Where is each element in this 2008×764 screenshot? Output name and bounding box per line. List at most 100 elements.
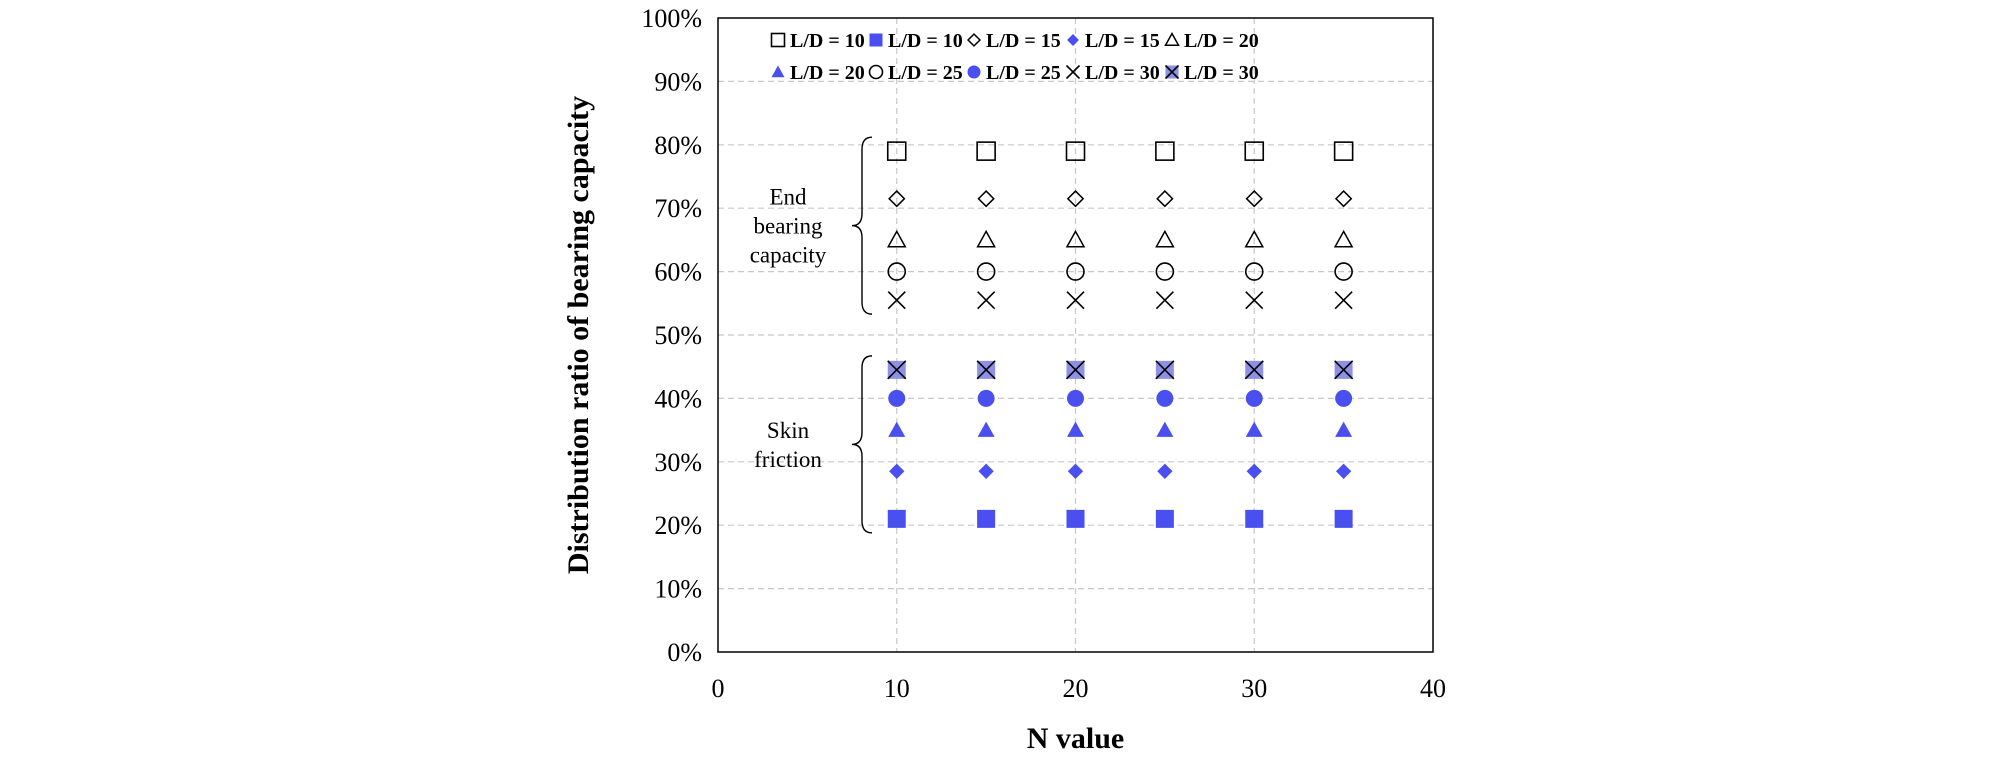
triangle-open-marker xyxy=(886,229,907,248)
circle-open-marker xyxy=(868,64,884,80)
diamond-open-marker xyxy=(966,32,982,48)
legend-label: L/D = 20 xyxy=(790,62,865,84)
x-marker xyxy=(887,291,906,310)
series-square-filled xyxy=(887,509,1353,528)
y-tick-label: 90% xyxy=(654,67,702,96)
x-stroke xyxy=(1244,360,1264,380)
x-stroke xyxy=(887,291,906,310)
triangle-filled-marker xyxy=(1067,421,1084,437)
square-filled-marker xyxy=(977,509,996,528)
diamond-open-marker xyxy=(1245,189,1263,208)
x-marker xyxy=(1245,291,1264,310)
annotation-label: capacity xyxy=(750,243,827,268)
legend-label: L/D = 30 xyxy=(1085,62,1160,84)
annotation-label: friction xyxy=(754,447,822,472)
diamond-filled-marker xyxy=(889,463,905,479)
square-open-marker xyxy=(770,32,786,48)
legend-item: L/D = 10 xyxy=(770,30,865,52)
series-triangle-filled xyxy=(888,421,1353,437)
y-tick-label: 10% xyxy=(654,575,702,604)
diamond-open-marker xyxy=(1156,189,1174,208)
diamond-open-marker xyxy=(977,189,995,208)
square-open-marker xyxy=(1333,141,1354,161)
triangle-filled-marker xyxy=(771,65,785,78)
circle-filled-marker xyxy=(888,389,906,407)
x-stroke xyxy=(1065,360,1086,380)
y-tick-label: 70% xyxy=(654,194,702,223)
diamond-filled-marker xyxy=(1335,463,1352,479)
x-marker xyxy=(1066,291,1085,310)
triangle-filled-marker xyxy=(1335,421,1353,437)
x-marker xyxy=(1334,291,1353,310)
square-open-marker xyxy=(1244,141,1265,161)
x-box-marker xyxy=(1244,360,1264,380)
legend-label: L/D = 25 xyxy=(986,62,1061,84)
y-tick-label: 20% xyxy=(654,511,702,540)
triangle-open-marker xyxy=(1244,229,1265,248)
series-x xyxy=(887,291,1353,310)
legend: L/D = 10 L/D = 10 L/D = 15 L/D = 15 L/D = 20… xyxy=(770,30,1259,84)
y-axis-ticks: 0% 10% 20% 30% 40% 50% 60% 70% 80% 90% 100% xyxy=(641,4,702,667)
square-filled-marker xyxy=(1245,509,1264,528)
x-box-marker xyxy=(1155,360,1175,380)
x-marker xyxy=(1065,64,1081,80)
circle-filled-marker xyxy=(1156,389,1174,407)
x-box-marker xyxy=(1334,360,1354,380)
legend-item: L/D = 25 xyxy=(967,62,1061,84)
x-tick-label: 20 xyxy=(1063,674,1089,703)
circle-open-marker xyxy=(1066,262,1085,281)
y-tick-label: 30% xyxy=(654,448,702,477)
legend-item: L/D = 20 xyxy=(1164,30,1259,52)
circle-open-marker xyxy=(1244,262,1264,281)
triangle-open-marker xyxy=(1065,229,1086,248)
diamond-filled-marker xyxy=(978,463,994,479)
square-filled-marker xyxy=(1334,509,1353,528)
diamond-open-marker xyxy=(1066,189,1085,208)
legend-label: L/D = 30 xyxy=(1184,62,1259,84)
legend-label: L/D = 20 xyxy=(1184,30,1259,52)
triangle-open-marker xyxy=(1333,229,1354,248)
series-square-open xyxy=(886,141,1354,161)
x-axis-title: N value xyxy=(1027,722,1125,755)
legend-item: L/D = 10 xyxy=(869,30,963,52)
legend-label: L/D = 25 xyxy=(888,62,963,84)
x-stroke xyxy=(1066,291,1085,310)
curly-brace xyxy=(851,355,873,534)
x-stroke xyxy=(1334,291,1353,310)
circle-open-marker xyxy=(1334,262,1353,281)
x-box-marker xyxy=(1065,360,1086,380)
circle-filled-marker xyxy=(1067,389,1084,407)
series-x-box xyxy=(887,360,1354,380)
diamond-filled-marker xyxy=(1246,463,1262,479)
annotation-label: bearing xyxy=(754,214,823,239)
circle-filled-marker xyxy=(1245,389,1263,407)
y-tick-label: 50% xyxy=(654,321,702,350)
square-open-marker xyxy=(976,141,996,161)
x-stroke xyxy=(1155,360,1175,380)
diamond-filled-marker xyxy=(1067,34,1079,46)
x-tick-label: 0 xyxy=(712,674,725,703)
series-diamond-filled xyxy=(889,463,1352,479)
triangle-open-marker xyxy=(976,229,996,248)
x-tick-label: 40 xyxy=(1420,674,1446,703)
legend-label: L/D = 15 xyxy=(986,30,1061,52)
x-box-marker xyxy=(976,360,996,380)
x-stroke xyxy=(1334,360,1354,380)
grid-lines xyxy=(718,18,1433,652)
series-circle-open xyxy=(887,262,1353,281)
square-filled-marker xyxy=(869,33,883,47)
triangle-filled-marker xyxy=(1156,421,1174,437)
square-open-marker xyxy=(1155,141,1175,161)
square-open-marker xyxy=(1065,141,1086,161)
x-stroke xyxy=(1245,291,1264,310)
annotations: End bearing capacity Skin friction xyxy=(750,136,873,534)
circle-open-marker xyxy=(976,262,996,281)
circle-filled-marker xyxy=(967,65,981,79)
x-marker xyxy=(977,291,996,310)
diamond-filled-marker xyxy=(1067,463,1084,479)
square-filled-marker xyxy=(887,509,906,528)
y-axis-title: Distribution ratio of bearing capacity xyxy=(562,96,595,574)
diamond-filled-marker xyxy=(1157,463,1173,479)
x-axis-ticks: 0 10 20 30 40 xyxy=(712,674,1447,703)
